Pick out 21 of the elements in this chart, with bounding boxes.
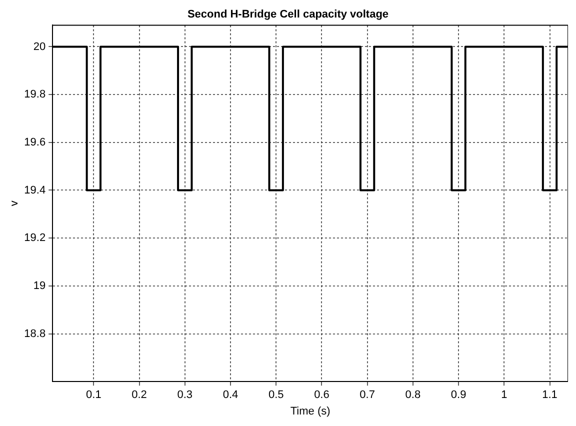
y-tick-label: 19.8: [24, 88, 46, 101]
x-tick-label: 1.1: [542, 389, 558, 402]
x-tick-label: 0.5: [268, 389, 284, 402]
x-tick-label: 0.2: [132, 389, 147, 402]
y-tick-label: 20: [33, 40, 46, 53]
y-tick-label: 18.8: [24, 328, 46, 340]
x-tick-label: 1: [501, 389, 508, 402]
x-tick-label: 0.1: [86, 389, 102, 402]
x-tick-label: 0.7: [360, 389, 375, 402]
x-axis-title: Time (s): [290, 405, 330, 418]
y-tick-label: 19.4: [24, 184, 46, 196]
x-tick-label: 0.4: [222, 389, 238, 402]
y-tick-label: 19: [33, 280, 46, 292]
y-axis-title: v: [8, 200, 21, 206]
y-tick-label: 19.6: [24, 136, 46, 148]
x-tick-label: 0.8: [405, 389, 421, 402]
x-tick-label: 0.9: [450, 389, 466, 402]
x-tick-label: 0.3: [177, 389, 193, 402]
y-tick-label: 19.2: [24, 232, 46, 244]
chart-title: Second H-Bridge Cell capacity voltage: [187, 8, 389, 21]
x-tick-label: 0.6: [314, 389, 330, 402]
